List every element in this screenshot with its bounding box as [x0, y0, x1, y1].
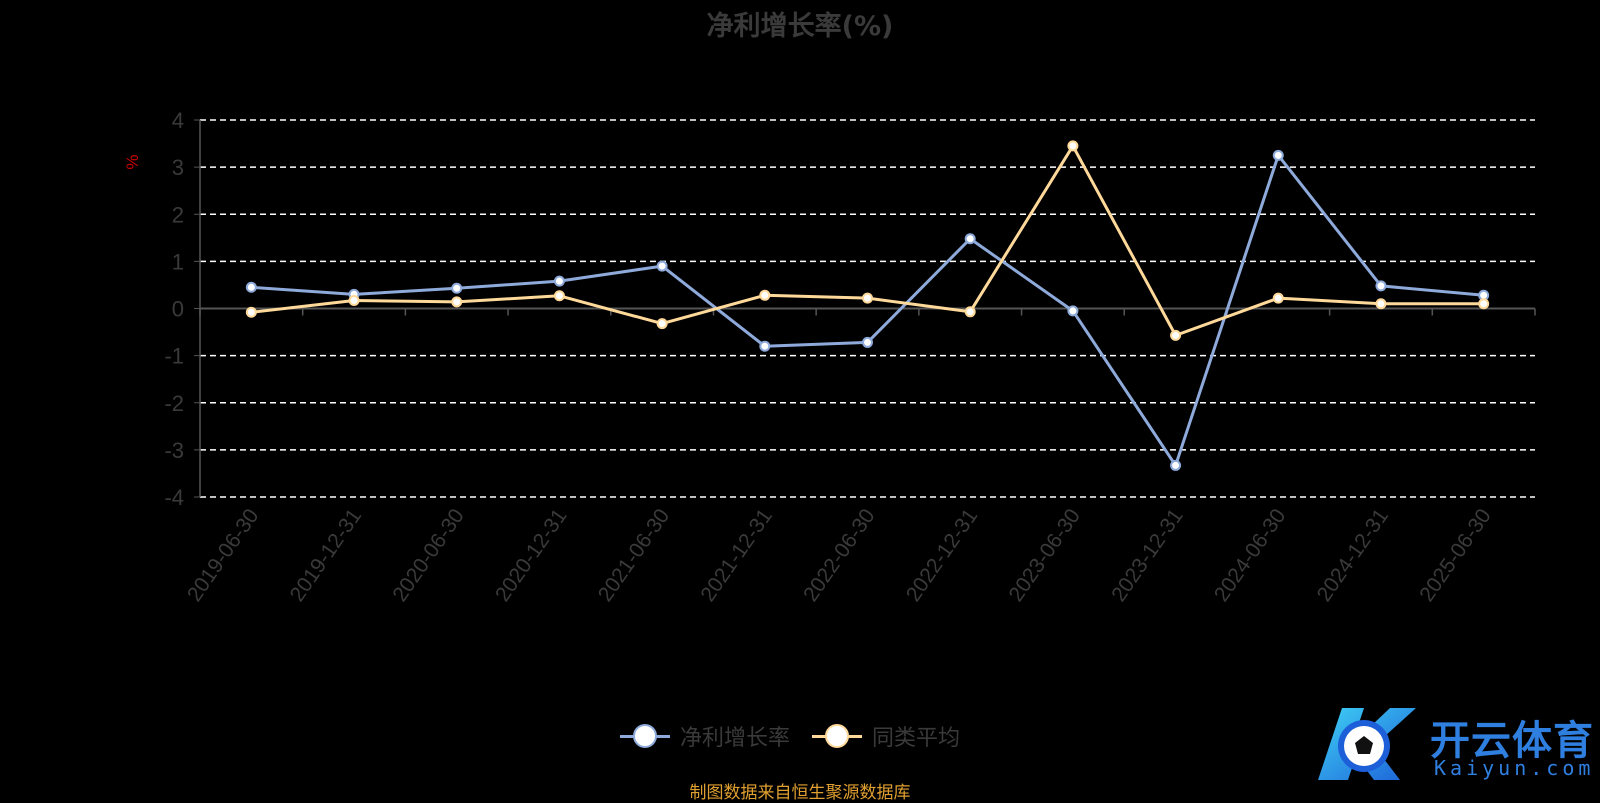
data-point: [1375, 280, 1387, 292]
data-point: [862, 292, 873, 304]
x-tick-label: 2024-12-31: [1313, 505, 1393, 606]
y-tick-label: -2: [164, 391, 184, 416]
y-tick-label: -1: [164, 344, 184, 369]
data-point: [245, 281, 257, 293]
x-tick-labels: 2019-06-30 2019-12-31 2020-06-30 2020-12-31…: [183, 505, 1496, 606]
data-point: [451, 296, 463, 308]
x-tick-label: 2023-06-30: [1005, 505, 1085, 606]
x-tick-label: 2021-06-30: [594, 505, 674, 606]
logo-text-cn: 开云体育: [1430, 718, 1594, 764]
x-tick-label: 2020-06-30: [388, 505, 468, 606]
x-tick-label: 2022-06-30: [799, 505, 879, 606]
y-tick-label: 4: [172, 108, 184, 133]
data-source-note: 制图数据来自恒生聚源数据库: [689, 783, 911, 803]
y-tick-labels: 4 3 2 1 0 -1 -2 -3 -4: [164, 108, 184, 510]
x-tick-label: 2022-12-31: [902, 505, 982, 606]
x-tick-label: 2021-12-31: [696, 505, 776, 606]
y-tick-label: 0: [172, 297, 184, 322]
data-point: [862, 336, 873, 348]
data-point: [1478, 298, 1490, 310]
logo-text-en: Kaiyun.com: [1434, 756, 1595, 780]
chart-title: 净利增长率(%): [706, 11, 894, 42]
y-tick-label: 3: [172, 155, 184, 180]
x-tick-label: 2024-06-30: [1210, 505, 1290, 606]
axes: [194, 119, 1536, 498]
y-tick-label: -4: [164, 485, 184, 510]
data-point: [1375, 298, 1387, 310]
legend-marker-icon: [620, 724, 670, 748]
data-point: [348, 294, 360, 306]
data-point: [759, 289, 771, 301]
data-point: [656, 260, 668, 272]
legend-marker-icon: [812, 724, 863, 748]
data-point: [1272, 149, 1284, 161]
data-point: [964, 306, 976, 318]
x-tick-label: 2025-06-30: [1415, 505, 1495, 606]
data-point: [1067, 305, 1079, 317]
series-line-2: [251, 144, 1484, 337]
y-axis-label: %: [123, 154, 142, 169]
x-tick-label: 2019-06-30: [183, 505, 263, 606]
y-tick-label: 1: [172, 249, 184, 274]
data-point: [759, 340, 771, 352]
legend-label: 净利增长率: [680, 726, 791, 751]
data-point: [245, 306, 257, 318]
x-tick-label: 2020-12-31: [491, 505, 571, 606]
y-tick-label: 2: [172, 202, 184, 227]
data-point: [656, 318, 668, 330]
data-point: [451, 282, 463, 294]
legend-item-series-1[interactable]: 净利增长率: [620, 720, 790, 752]
data-point: [1067, 140, 1079, 152]
gridlines: [200, 119, 1535, 498]
legend-label: 同类平均: [872, 726, 961, 751]
data-point: [553, 275, 565, 287]
x-tick-label: 2023-12-31: [1107, 505, 1187, 606]
kaiyun-logo-icon: [1318, 708, 1416, 780]
legend-item-series-2[interactable]: 同类平均: [812, 720, 960, 752]
data-point: [1170, 459, 1182, 471]
legend: 净利增长率 同类平均: [620, 720, 960, 752]
data-point: [1170, 329, 1182, 341]
data-point: [964, 233, 976, 245]
series-line-1: [251, 153, 1484, 467]
x-tick-label: 2019-12-31: [286, 505, 366, 606]
series-lines: [245, 140, 1490, 471]
y-tick-label: -3: [164, 438, 184, 463]
data-point: [1272, 292, 1284, 304]
data-point: [553, 290, 565, 302]
